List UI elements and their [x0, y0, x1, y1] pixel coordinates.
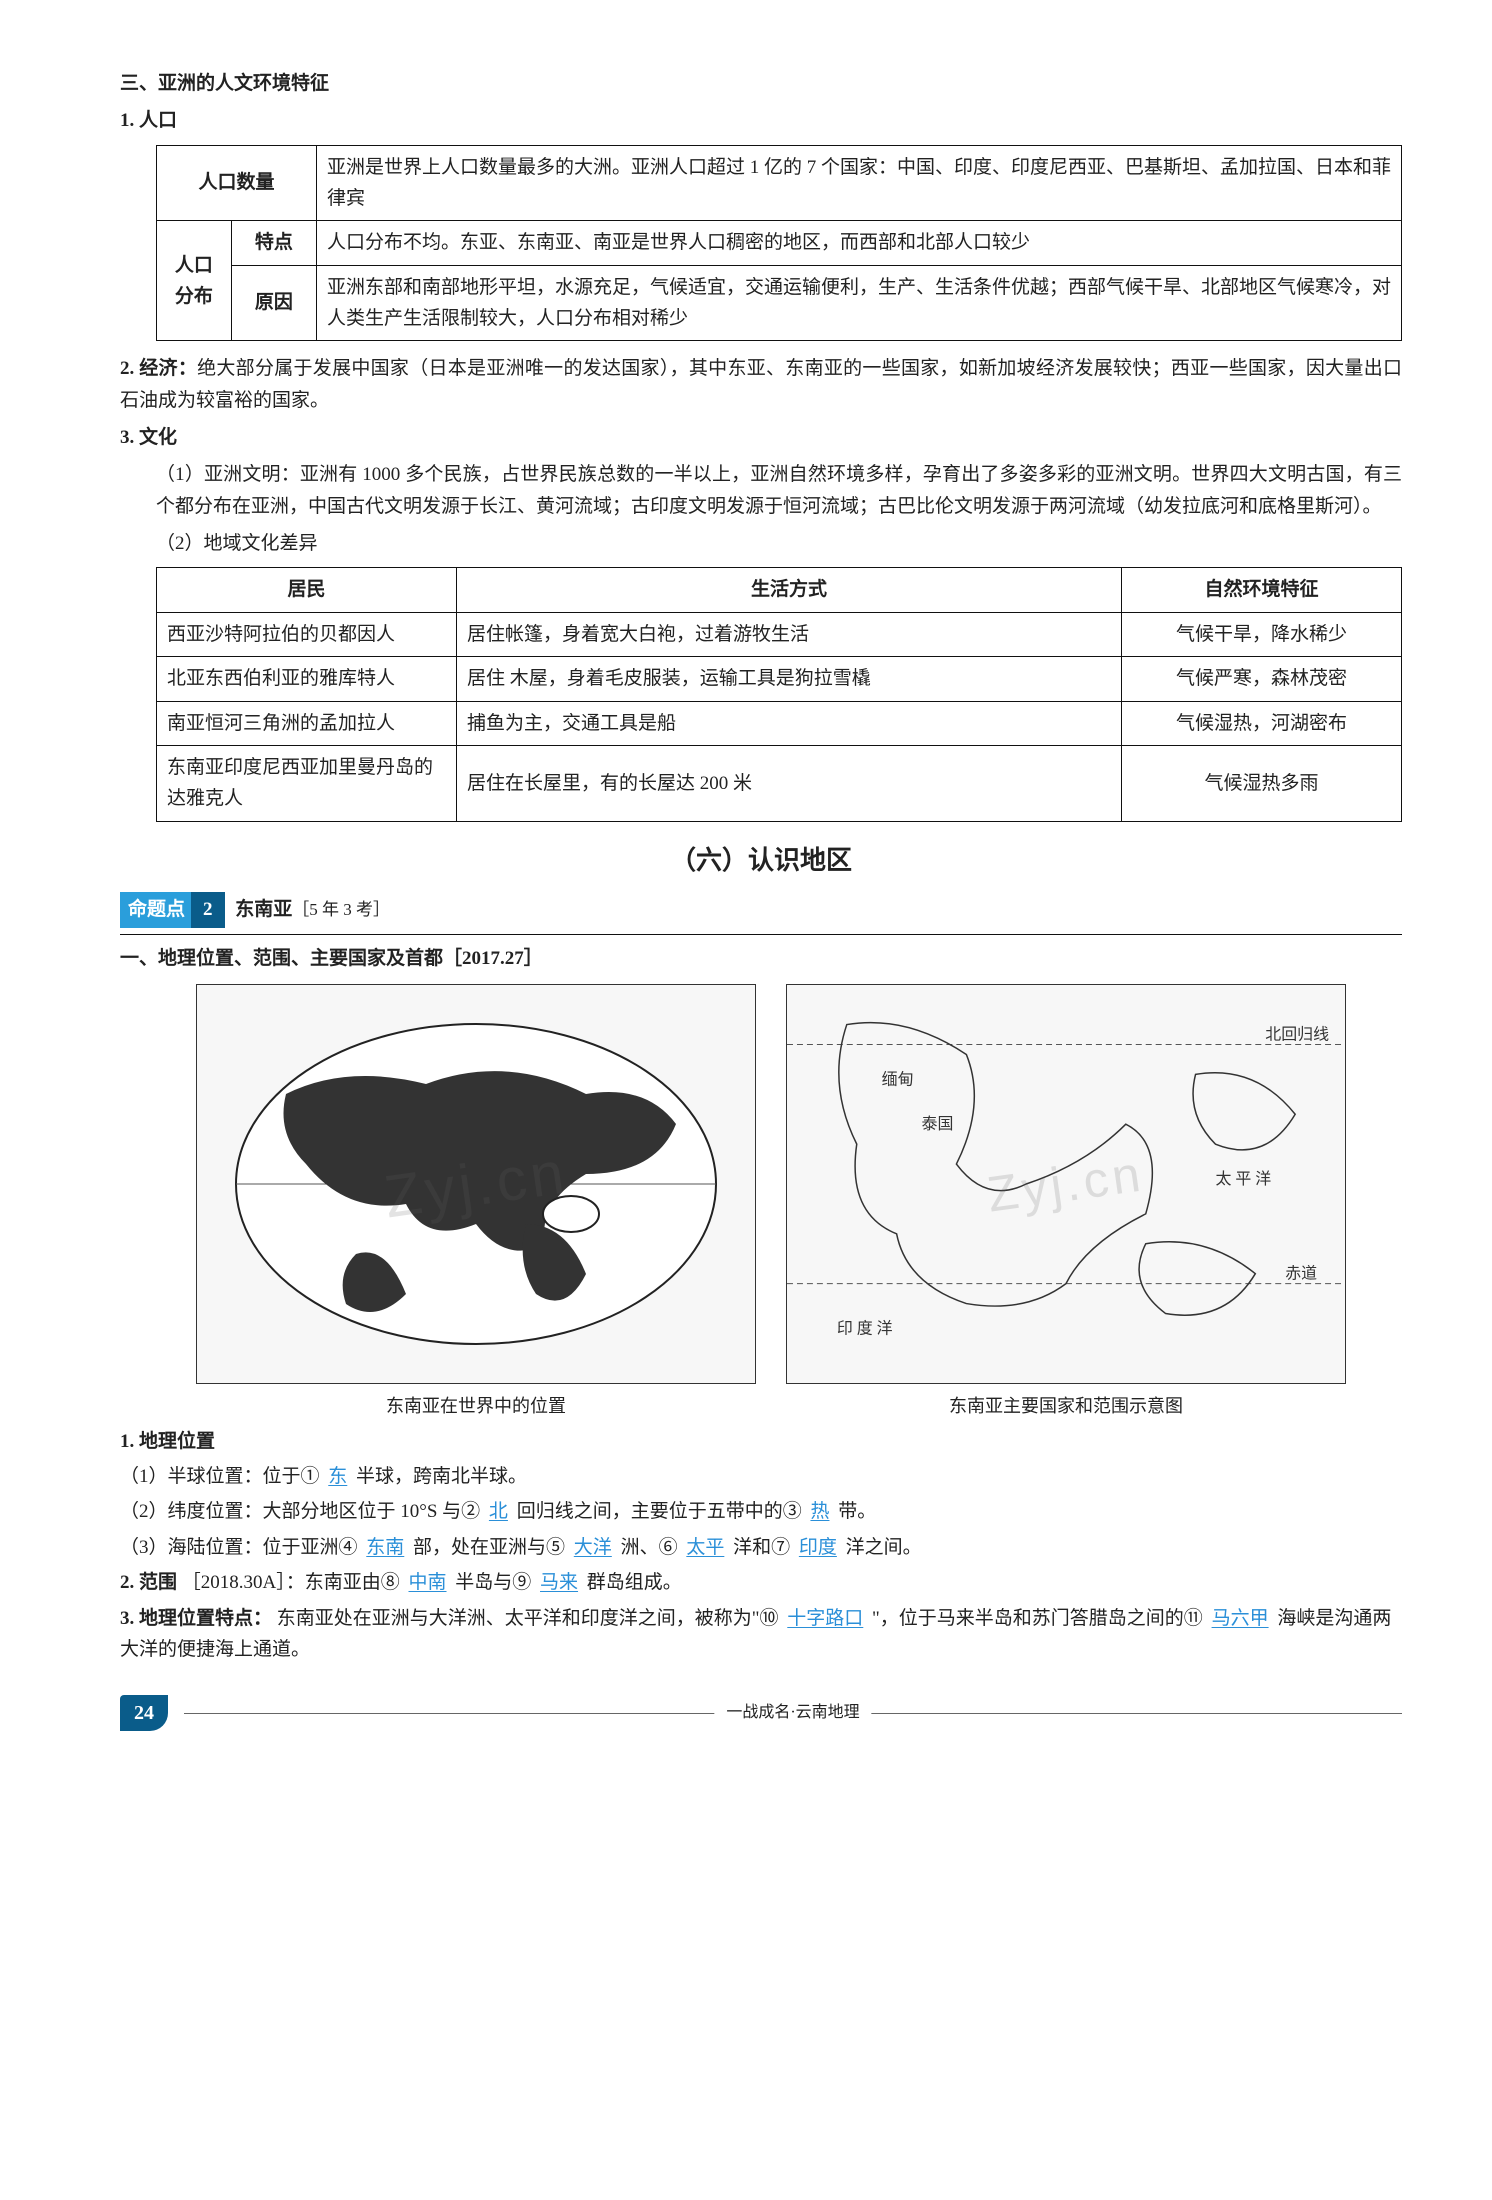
q1-1: （1）半球位置：位于① 东 半球，跨南北半球。	[120, 1461, 1402, 1492]
t2-cell: 气候严寒，森林茂密	[1122, 657, 1402, 701]
t1-r2c1: 人口分布	[157, 221, 232, 341]
map-2-frame: 北回归线 太 平 洋 印 度 洋 赤道 泰国 缅甸 Zyj.cn	[786, 984, 1346, 1384]
map2-tropic: 北回归线	[1265, 1026, 1329, 1044]
q1-2-pre: （2）纬度位置：大部分地区位于 10°S 与②	[120, 1501, 480, 1522]
q1-3-a: 东南	[362, 1537, 408, 1558]
culture-table: 居民 生活方式 自然环境特征 西亚沙特阿拉伯的贝都因人居住帐篷，身着宽大白袍，过…	[156, 567, 1402, 821]
t2-cell: 东南亚印度尼西亚加里曼丹岛的达雅克人	[157, 745, 457, 821]
t2-cell: 北亚东西伯利亚的雅库特人	[157, 657, 457, 701]
q1-2-a: 北	[485, 1501, 512, 1522]
q2: 2. 范围 ［2018.30A］：东南亚由⑧ 中南 半岛与⑨ 马来 群岛组成。	[120, 1567, 1402, 1598]
t1-r1c1: 人口数量	[157, 145, 317, 221]
q3-pre: 东南亚处在亚洲与大洋洲、太平洋和印度洋之间，被称为"⑩	[277, 1608, 779, 1629]
t2-h2: 生活方式	[457, 568, 1122, 612]
map-2-caption: 东南亚主要国家和范围示意图	[786, 1392, 1346, 1422]
item-2-label: 2. 经济：	[120, 358, 197, 379]
q1-3-m2: 洲、⑥	[621, 1537, 678, 1558]
t2-h3: 自然环境特征	[1122, 568, 1402, 612]
item-2-text: 绝大部分属于发展中国家（日本是亚洲唯一的发达国家），其中东亚、东南亚的一些国家，…	[120, 358, 1402, 410]
item-1-label: 1. 人口	[120, 105, 1402, 136]
map2-myanmar: 缅甸	[882, 1070, 914, 1088]
q1-2-mid: 回归线之间，主要位于五带中的③	[517, 1501, 802, 1522]
q3: 3. 地理位置特点： 东南亚处在亚洲与大洋洲、太平洋和印度洋之间，被称为"⑩ 十…	[120, 1603, 1402, 1666]
q3-b: 马六甲	[1208, 1608, 1273, 1629]
q2-m: 半岛与⑨	[455, 1572, 531, 1593]
footer-line: 一战成名·云南地理	[184, 1713, 1402, 1714]
q2-post: 群岛组成。	[587, 1572, 682, 1593]
table-row: 西亚沙特阿拉伯的贝都因人居住帐篷，身着宽大白袍，过着游牧生活气候干旱，降水稀少	[157, 612, 1402, 656]
t2-cell: 西亚沙特阿拉伯的贝都因人	[157, 612, 457, 656]
map2-thailand: 泰国	[922, 1115, 954, 1133]
q1-3-b: 大洋	[570, 1537, 616, 1558]
page-number: 24	[120, 1695, 168, 1731]
map2-pacific: 太 平 洋	[1215, 1170, 1271, 1188]
t2-cell: 气候湿热，河湖密布	[1122, 701, 1402, 745]
table-row: 南亚恒河三角洲的孟加拉人捕鱼为主，交通工具是船气候湿热，河湖密布	[157, 701, 1402, 745]
t2-cell: 居住在长屋里，有的长屋达 200 米	[457, 745, 1122, 821]
q2-a: 中南	[405, 1572, 451, 1593]
t2-cell: 南亚恒河三角洲的孟加拉人	[157, 701, 457, 745]
subsec1-title: 一、地理位置、范围、主要国家及首都［2017.27］	[120, 943, 1402, 974]
t2-cell: 气候干旱，降水稀少	[1122, 612, 1402, 656]
item-3-sub1: （1）亚洲文明：亚洲有 1000 多个民族，占世界民族总数的一半以上，亚洲自然环…	[156, 459, 1402, 522]
item-3-label: 3. 文化	[120, 422, 1402, 453]
q1-3-pre: （3）海陆位置：位于亚洲④	[120, 1537, 358, 1558]
q2-head: 2. 范围	[120, 1572, 177, 1593]
map-1-box: Zyj.cn 东南亚在世界中的位置	[196, 984, 756, 1422]
page-footer: 24 一战成名·云南地理	[120, 1695, 1402, 1731]
t2-cell: 居住帐篷，身着宽大白袍，过着游牧生活	[457, 612, 1122, 656]
t1-r2a-val: 人口分布不均。东亚、东南亚、南亚是世界人口稠密的地区，而西部和北部人口较少	[317, 221, 1402, 265]
q1-2-post: 带。	[838, 1501, 876, 1522]
q1-1-pre: （1）半球位置：位于①	[120, 1466, 320, 1487]
q3-a: 十字路口	[783, 1608, 867, 1629]
map2-equator: 赤道	[1285, 1265, 1317, 1283]
item-2: 2. 经济：绝大部分属于发展中国家（日本是亚洲唯一的发达国家），其中东亚、东南亚…	[120, 353, 1402, 416]
t2-cell: 居住 木屋，身着毛皮服装，运输工具是狗拉雪橇	[457, 657, 1122, 701]
table-row: 北亚东西伯利亚的雅库特人居住 木屋，身着毛皮服装，运输工具是狗拉雪橇气候严寒，森…	[157, 657, 1402, 701]
t1-r2b-val: 亚洲东部和南部地形平坦，水源充足，气候适宜，交通运输便利，生产、生活条件优越；西…	[317, 265, 1402, 341]
population-table: 人口数量 亚洲是世界上人口数量最多的大洲。亚洲人口超过 1 亿的 7 个国家：中…	[156, 145, 1402, 342]
q1-head: 1. 地理位置	[120, 1426, 1402, 1457]
t2-h1: 居民	[157, 568, 457, 612]
topic-bar: 命题点2 东南亚［5 年 3 考］	[120, 892, 1402, 934]
q1-3-m3: 洋和⑦	[733, 1537, 790, 1558]
map-2-box: 北回归线 太 平 洋 印 度 洋 赤道 泰国 缅甸 Zyj.cn 东南亚主要国家…	[786, 984, 1346, 1422]
table-row: 东南亚印度尼西亚加里曼丹岛的达雅克人居住在长屋里，有的长屋达 200 米气候湿热…	[157, 745, 1402, 821]
t1-r1c2: 亚洲是世界上人口数量最多的大洲。亚洲人口超过 1 亿的 7 个国家：中国、印度、…	[317, 145, 1402, 221]
q1-2: （2）纬度位置：大部分地区位于 10°S 与② 北 回归线之间，主要位于五带中的…	[120, 1496, 1402, 1527]
q1-3-m1: 部，处在亚洲与⑤	[413, 1537, 565, 1558]
q1-3-c: 太平	[682, 1537, 728, 1558]
q1-3: （3）海陆位置：位于亚洲④ 东南 部，处在亚洲与⑤ 大洋 洲、⑥ 太平 洋和⑦ …	[120, 1532, 1402, 1563]
t2-cell: 气候湿热多雨	[1122, 745, 1402, 821]
map-1-caption: 东南亚在世界中的位置	[196, 1392, 756, 1422]
section-6-title: （六）认识地区	[120, 840, 1402, 883]
t2-cell: 捕鱼为主，交通工具是船	[457, 701, 1122, 745]
topic-title: 东南亚	[235, 899, 292, 920]
map2-indian: 印 度 洋	[837, 1320, 893, 1338]
section-3-title: 三、亚洲的人文环境特征	[120, 68, 1402, 99]
q3-head: 3. 地理位置特点：	[120, 1608, 272, 1629]
q1-head-text: 1. 地理位置	[120, 1431, 215, 1452]
q1-3-post: 洋之间。	[846, 1537, 922, 1558]
q1-1-post: 半球，跨南北半球。	[356, 1466, 527, 1487]
footer-text: 一战成名·云南地理	[714, 1700, 871, 1726]
q1-1-a: 东	[324, 1466, 351, 1487]
q2-note: ［2018.30A］：东南亚由⑧	[182, 1572, 400, 1593]
t1-r2b: 原因	[231, 265, 316, 341]
q1-2-b: 热	[806, 1501, 833, 1522]
topic-note: ［5 年 3 考］	[292, 900, 390, 919]
t1-r2a: 特点	[231, 221, 316, 265]
q2-b: 马来	[536, 1572, 582, 1593]
q1-3-d: 印度	[795, 1537, 841, 1558]
topic-num: 2	[191, 892, 225, 927]
map-1-frame: Zyj.cn	[196, 984, 756, 1384]
topic-label: 命题点	[120, 892, 193, 927]
q3-m: "，位于马来半岛和苏门答腊岛之间的⑪	[872, 1608, 1203, 1629]
maps-row: Zyj.cn 东南亚在世界中的位置 北回归线 太 平 洋 印 度 洋 赤道 泰国…	[140, 984, 1402, 1422]
item-3-sub2: （2）地域文化差异	[156, 528, 1402, 559]
